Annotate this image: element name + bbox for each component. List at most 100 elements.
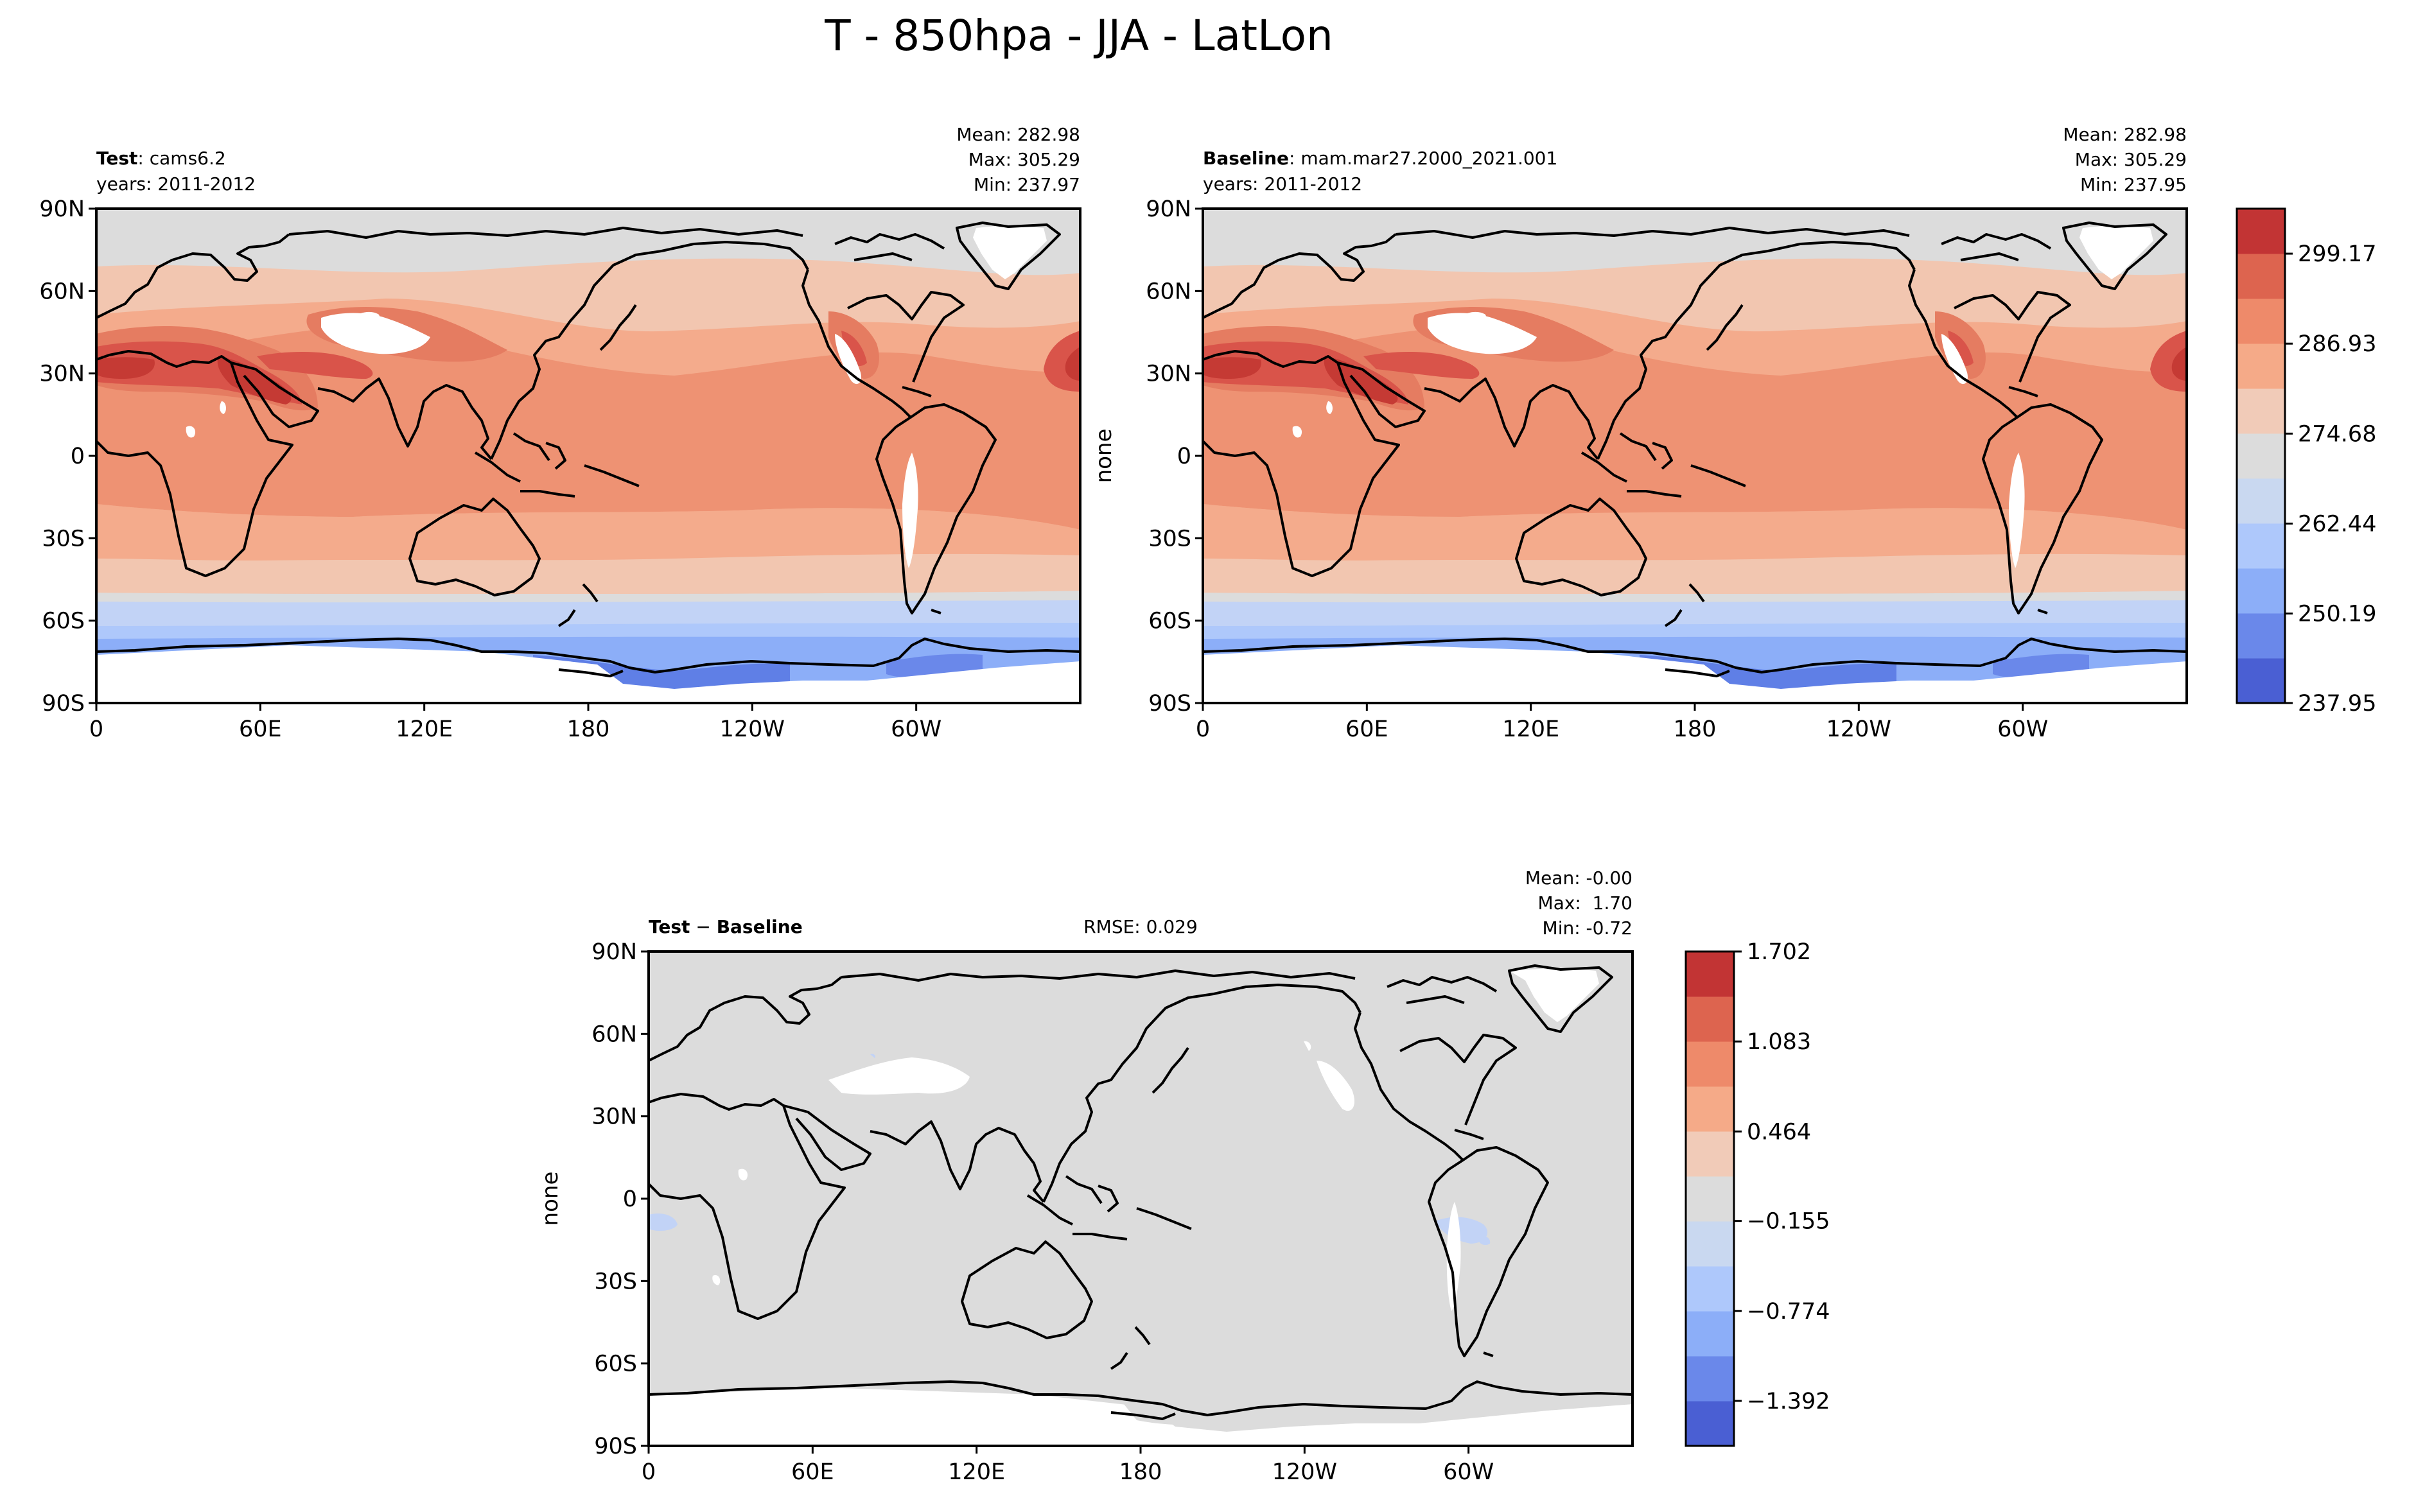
test-stat-min: Min: 237.97 [974, 174, 1080, 195]
colorbar-tick-label: −1.392 [1747, 1389, 1830, 1414]
test-years: years: 2011-2012 [96, 173, 256, 195]
colorbar-tick-label: 262.44 [2298, 511, 2376, 537]
baseline-years: years: 2011-2012 [1203, 173, 1362, 195]
lon-tick-label: 180 [567, 717, 610, 742]
colorbar-swatch [2237, 343, 2285, 389]
diff-panel: Test − Baseline RMSE: 0.029 Mean: -0.00 … [538, 867, 1634, 1485]
baseline-stat-max: Max: 305.29 [2075, 149, 2187, 170]
lat-tick-label: 60N [1146, 279, 1191, 304]
diff-rmse: RMSE: 0.029 [1083, 916, 1198, 937]
diff-lat-axis: 90N 60N 30N 0 30S 60S 90S [591, 939, 649, 1459]
lat-tick-label: 0 [623, 1186, 637, 1212]
lon-tick-label: 0 [1196, 717, 1210, 742]
lon-tick-label: 120E [948, 1459, 1005, 1485]
colorbar-swatch [1686, 1401, 1734, 1447]
test-label: Test: cams6.2 [96, 148, 226, 169]
baseline-lon-axis: 0 60E 120E 180 120W 60W [1196, 703, 2048, 742]
baseline-label-name: : mam.mar27.2000_2021.001 [1289, 148, 1557, 169]
lon-tick-label: 0 [642, 1459, 656, 1485]
colorbar-swatch [1686, 1311, 1734, 1357]
colorbar-swatch [2237, 299, 2285, 344]
lon-tick-label: 120W [720, 717, 785, 742]
lat-tick-label: 30N [591, 1104, 637, 1130]
colorbar-swatch [1686, 1131, 1734, 1177]
test-stat-max: Max: 305.29 [968, 149, 1080, 170]
baseline-label-bold: Baseline [1203, 148, 1289, 169]
lat-tick-label: 90S [42, 691, 85, 717]
colorbar-swatch [1686, 1041, 1734, 1087]
lat-tick-label: 60N [591, 1021, 637, 1047]
colorbar-swatch [1686, 1086, 1734, 1132]
lat-tick-label: 90S [1148, 691, 1191, 717]
lat-tick-label: 60N [39, 279, 85, 304]
diff-colorbar: −1.392 −0.774 −0.155 0.464 1.083 1.702 [1685, 939, 1830, 1447]
colorbar-frame [2236, 207, 2286, 704]
colorbar-swatch [1686, 1176, 1734, 1222]
diff-label-op: − [690, 916, 716, 937]
colorbar-swatch [2237, 568, 2285, 614]
baseline-stat-min: Min: 237.95 [2080, 174, 2187, 195]
colorbar-frame [1685, 950, 1735, 1447]
colorbar-tick-label: 237.95 [2298, 691, 2376, 717]
lon-tick-label: 60W [1443, 1459, 1494, 1485]
lon-tick-label: 60E [791, 1459, 834, 1485]
test-label-bold: Test [96, 148, 137, 169]
diff-label: Test − Baseline [649, 916, 803, 937]
colorbar-swatch [1686, 1356, 1734, 1402]
lat-tick-label: 60S [594, 1351, 637, 1377]
colorbar-swatch [2237, 478, 2285, 524]
colorbar-tick-label: −0.155 [1747, 1209, 1830, 1235]
lat-tick-label: 0 [71, 444, 85, 469]
lat-tick-label: 90N [591, 939, 637, 965]
colorbar-tick-label: 1.083 [1747, 1029, 1811, 1055]
colorbar-tick-label: 299.17 [2298, 241, 2376, 267]
diff-stat-mean: Mean: -0.00 [1525, 867, 1633, 889]
test-map [96, 209, 1080, 703]
colorbar-swatch [1686, 1221, 1734, 1267]
baseline-stat-mean: Mean: 282.98 [2063, 124, 2187, 145]
colorbar-swatch [2237, 254, 2285, 299]
lon-tick-label: 120E [396, 717, 453, 742]
lat-tick-label: 90N [1146, 196, 1191, 222]
lat-tick-label: 60S [42, 609, 85, 634]
test-label-name: : cams6.2 [137, 148, 225, 169]
lat-tick-label: 30S [42, 526, 85, 552]
lat-tick-label: 0 [1177, 444, 1191, 469]
colorbar-tick-label: −0.774 [1747, 1299, 1830, 1325]
lat-tick-label: 60S [1148, 609, 1191, 634]
colorbar-swatch [2237, 209, 2285, 254]
abs-colorbar: 237.95 250.19 262.44 274.68 286.93 299.17 [2236, 207, 2376, 717]
lon-tick-label: 60W [1997, 717, 2048, 742]
lat-tick-label: 30N [1146, 361, 1191, 387]
colorbar-tick-label: 250.19 [2298, 602, 2376, 627]
figure-title: T - 850hpa - JJA - LatLon [824, 11, 1333, 60]
diff-stat-max: Max: 1.70 [1538, 892, 1633, 914]
lon-tick-label: 180 [1119, 1459, 1162, 1485]
diff-lon-axis: 0 60E 120E 180 120W 60W [642, 1446, 1494, 1485]
colorbar-tick-label: 0.464 [1747, 1119, 1811, 1145]
baseline-panel: Baseline: mam.mar27.2000_2021.001 years:… [1091, 124, 2188, 742]
lat-tick-label: 30S [594, 1269, 637, 1294]
test-panel: Test: cams6.2 years: 2011-2012 Mean: 282… [39, 124, 1081, 742]
test-lat-axis: 90N 60N 30N 0 30S 60S 90S [39, 196, 96, 717]
diff-label-baseline: Baseline [717, 916, 803, 937]
diff-ylabel: none [538, 1172, 563, 1226]
lon-tick-label: 120E [1502, 717, 1559, 742]
colorbar-swatch [2237, 658, 2285, 704]
lon-tick-label: 60E [1345, 717, 1388, 742]
test-lon-axis: 0 60E 120E 180 120W 60W [89, 703, 941, 742]
colorbar-swatch [2237, 433, 2285, 479]
baseline-label: Baseline: mam.mar27.2000_2021.001 [1203, 148, 1557, 169]
colorbar-swatch [2237, 523, 2285, 569]
lat-tick-label: 30N [39, 361, 85, 387]
colorbar-tick-label: 274.68 [2298, 421, 2376, 447]
baseline-ylabel: none [1091, 429, 1117, 483]
diff-stat-min: Min: -0.72 [1543, 917, 1633, 939]
colorbar-swatch [1686, 996, 1734, 1042]
lon-tick-label: 120W [1826, 717, 1891, 742]
colorbar-swatch [2237, 388, 2285, 434]
lon-tick-label: 60E [239, 717, 282, 742]
lat-tick-label: 30S [1148, 526, 1191, 552]
diff-label-test: Test [649, 916, 690, 937]
lat-tick-label: 90S [594, 1434, 637, 1459]
